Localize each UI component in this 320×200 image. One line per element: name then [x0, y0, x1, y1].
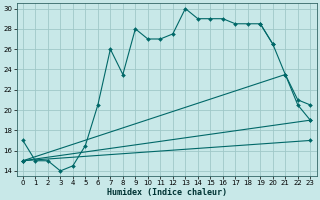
X-axis label: Humidex (Indice chaleur): Humidex (Indice chaleur)	[107, 188, 227, 197]
